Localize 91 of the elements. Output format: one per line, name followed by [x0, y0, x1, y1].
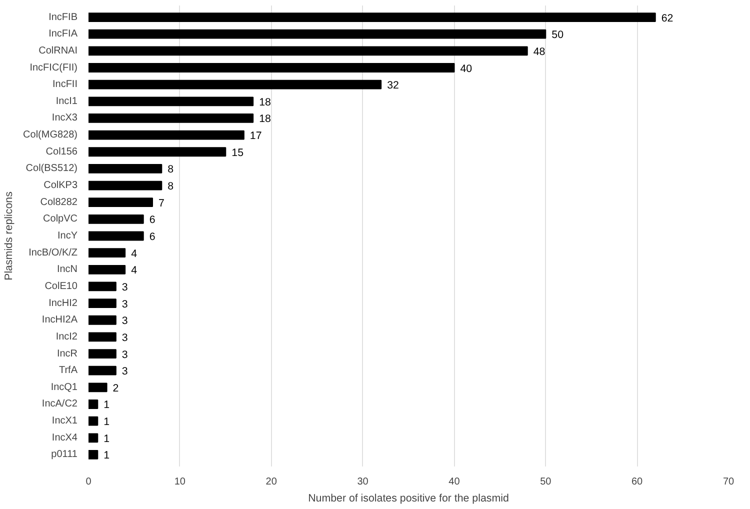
x-tick-label: 50 — [540, 476, 552, 488]
data-label: 3 — [122, 315, 128, 328]
x-tick-label: 20 — [266, 476, 278, 488]
x-tick-label: 30 — [357, 476, 369, 488]
y-tick-label: IncI1 — [56, 96, 78, 107]
bar — [88, 349, 116, 358]
bar — [88, 433, 98, 443]
bar — [88, 264, 126, 274]
bar — [88, 248, 126, 258]
y-tick-label: ColE10 — [44, 280, 78, 292]
bar — [88, 400, 98, 409]
data-label: 32 — [387, 80, 399, 92]
data-label: 4 — [131, 264, 138, 277]
y-tick-label: IncX3 — [52, 112, 78, 124]
bar — [88, 366, 116, 376]
data-label: 40 — [460, 62, 472, 75]
data-label: 7 — [158, 197, 164, 210]
data-label: 8 — [168, 180, 174, 193]
x-tick-label: 10 — [174, 476, 186, 488]
data-label: 1 — [104, 432, 110, 445]
y-tick-label: Col8282 — [40, 196, 78, 208]
data-label: 48 — [533, 46, 546, 58]
data-label: 18 — [259, 96, 271, 108]
bar — [88, 46, 528, 56]
y-tick-label: IncR — [56, 348, 78, 360]
bar — [88, 96, 254, 106]
y-tick-label: ColRNAI — [38, 45, 78, 56]
y-tick-label: p0111 — [51, 449, 78, 460]
bar — [88, 298, 116, 308]
y-tick-label: IncX4 — [52, 432, 78, 444]
x-tick-label: 70 — [722, 476, 734, 488]
y-tick-label: IncFIC(FII) — [30, 62, 78, 74]
bar — [88, 282, 116, 292]
data-label: 62 — [661, 12, 674, 24]
x-tick-label: 60 — [632, 476, 644, 488]
data-label: 3 — [122, 298, 128, 310]
bar — [88, 450, 98, 460]
y-tick-label: IncFII — [52, 79, 78, 90]
data-label: 4 — [131, 248, 138, 260]
bar — [88, 147, 226, 157]
bar — [88, 180, 162, 190]
y-axis-title: Plasmids replicons — [3, 192, 16, 280]
y-tick-label: IncFIA — [48, 28, 78, 40]
y-tick-label: IncN — [56, 264, 78, 276]
bar — [88, 114, 254, 123]
data-label: 1 — [104, 416, 110, 428]
bar — [88, 315, 116, 325]
data-label: 8 — [168, 164, 174, 176]
bar — [88, 29, 546, 39]
y-tick-label: IncQ1 — [50, 382, 78, 393]
y-tick-label: IncA/C2 — [42, 398, 78, 410]
y-tick-label: TrfA — [58, 365, 78, 376]
y-tick-label: IncFIB — [48, 12, 78, 23]
y-tick-label: Col(MG828) — [23, 130, 78, 141]
y-tick-label: IncHI2A — [42, 314, 78, 326]
y-tick-label: IncHI2 — [48, 298, 78, 309]
data-label: 17 — [250, 130, 262, 142]
y-tick-label: IncY — [57, 230, 78, 242]
bar — [88, 382, 108, 392]
bar — [88, 63, 455, 72]
bar — [88, 231, 144, 241]
data-label: 3 — [122, 281, 128, 294]
data-label: 2 — [112, 382, 119, 394]
y-tick-label: ColpVC — [43, 214, 78, 225]
data-label: 50 — [552, 29, 564, 42]
data-label: 3 — [122, 348, 128, 361]
x-tick-label: 0 — [86, 476, 92, 488]
data-label: 1 — [104, 399, 110, 412]
data-label: 3 — [122, 332, 128, 344]
data-label: 18 — [259, 113, 271, 126]
bar — [88, 12, 656, 22]
y-tick-label: Col156 — [46, 146, 78, 158]
y-tick-label: Col(BS512) — [26, 163, 78, 174]
x-axis-title: Number of isolates positive for the plasmid — [308, 492, 509, 504]
bar — [88, 416, 98, 426]
x-tick-label: 40 — [448, 476, 460, 488]
data-label: 3 — [122, 366, 128, 378]
data-label: 15 — [232, 146, 244, 159]
bar — [88, 130, 244, 140]
data-label: 6 — [149, 214, 156, 226]
y-tick-label: ColKP3 — [44, 180, 78, 192]
bar — [88, 164, 162, 174]
y-tick-label: IncX1 — [52, 416, 78, 427]
y-tick-label: IncI2 — [56, 331, 78, 342]
data-label: 6 — [149, 231, 156, 243]
bar — [88, 214, 144, 224]
bar — [88, 332, 116, 342]
data-label: 1 — [104, 450, 110, 462]
bar — [88, 80, 382, 90]
bar — [88, 198, 153, 208]
y-tick-label: IncB/O/K/Z — [28, 247, 78, 258]
